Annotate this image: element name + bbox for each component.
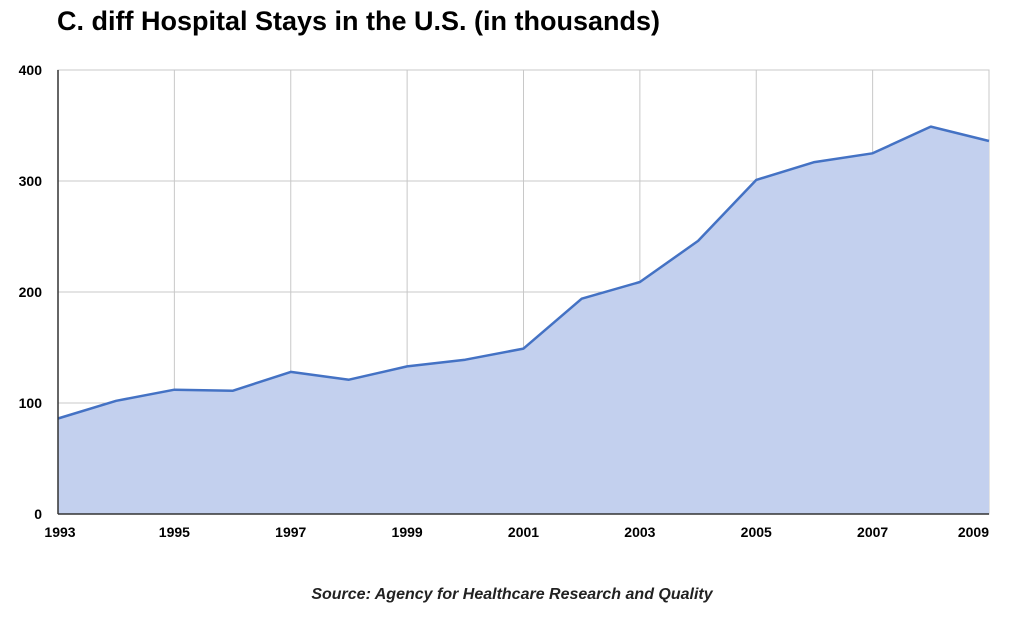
- data-point: [522, 347, 526, 351]
- x-tick-label: 2003: [624, 524, 655, 540]
- x-tick-label: 2007: [857, 524, 888, 540]
- x-tick-label: 1997: [275, 524, 306, 540]
- data-point: [696, 239, 700, 243]
- area-fill: [58, 126, 989, 514]
- x-tick-label: 1999: [392, 524, 423, 540]
- y-tick-label: 300: [19, 173, 43, 189]
- x-tick-label: 1995: [159, 524, 190, 540]
- data-point: [463, 358, 467, 362]
- data-point: [114, 399, 118, 403]
- data-point: [929, 125, 933, 129]
- y-tick-label: 100: [19, 395, 43, 411]
- data-point: [347, 378, 351, 382]
- series-area: [57, 125, 991, 514]
- series-line: [57, 125, 990, 420]
- x-tick-label: 2001: [508, 524, 539, 540]
- axes: [57, 70, 989, 515]
- source-note: Source: Agency for Healthcare Research a…: [311, 586, 713, 603]
- y-tick-label: 200: [19, 284, 43, 300]
- y-tick-label: 400: [19, 62, 43, 78]
- data-point: [289, 370, 293, 374]
- chart-title: C. diff Hospital Stays in the U.S. (in t…: [57, 6, 661, 36]
- y-tick-label: 0: [34, 506, 42, 522]
- data-point: [405, 364, 409, 368]
- tick-labels: 0 100 200 300 400 1993 1995 1997 1999 2001 2003 200…: [19, 62, 990, 540]
- data-point: [638, 280, 642, 284]
- data-point: [812, 160, 816, 164]
- x-tick-label: 2005: [741, 524, 772, 540]
- data-point: [231, 389, 235, 393]
- data-point: [580, 297, 584, 301]
- data-point: [987, 139, 991, 143]
- x-tick-label: 1993: [44, 524, 75, 540]
- x-tick-label: 2009: [958, 524, 989, 540]
- data-point: [172, 388, 176, 392]
- data-point: [871, 151, 875, 155]
- data-point: [754, 178, 758, 182]
